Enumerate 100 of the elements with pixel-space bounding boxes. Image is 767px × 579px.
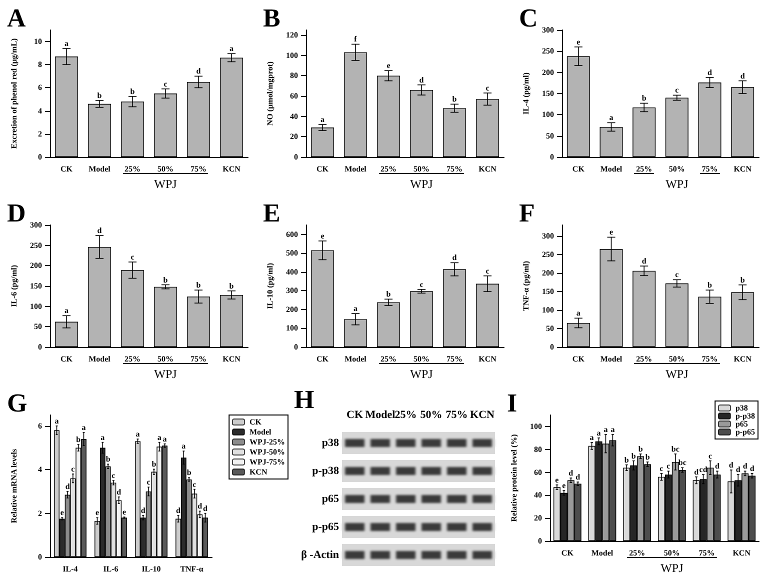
- data-label: a: [82, 422, 86, 432]
- data-label: a: [590, 432, 594, 442]
- data-label: c: [71, 464, 76, 474]
- x-tick-label: IL-4: [62, 564, 78, 574]
- legend-label: p-p65: [735, 428, 755, 436]
- data-label: b: [106, 454, 111, 464]
- legend-label: KCN: [249, 468, 268, 476]
- data-label: a: [320, 114, 324, 124]
- category-label: 50%: [420, 409, 442, 421]
- x-tick-label: Model: [344, 354, 368, 364]
- data-label: c: [146, 478, 151, 487]
- y-tick-label: 6: [38, 421, 42, 430]
- data-label: b: [163, 275, 168, 284]
- data-label: d: [196, 66, 202, 76]
- data-label: c: [675, 270, 680, 280]
- chart-title: B: [263, 4, 280, 32]
- legend-label: p38: [735, 404, 748, 412]
- x-tick-label: CK: [60, 164, 74, 174]
- y-tick-label: 0: [538, 536, 542, 546]
- legend-label: p65: [735, 420, 748, 428]
- data-label: a: [610, 424, 615, 434]
- data-label: a: [354, 304, 358, 314]
- data-label: d: [694, 467, 700, 476]
- y-tick-label: 0: [294, 152, 298, 162]
- data-label: a: [64, 306, 68, 316]
- data-label: c: [420, 280, 424, 289]
- data-label: d: [736, 465, 741, 474]
- data-label: d: [176, 506, 182, 515]
- data-label: d: [708, 68, 713, 77]
- y-tick-label: 0: [294, 342, 298, 352]
- data-label: c: [486, 83, 490, 92]
- chart-title: I: [507, 388, 518, 418]
- data-label: d: [452, 253, 458, 262]
- y-tick-label: 120: [286, 30, 298, 40]
- data-label: c: [708, 451, 712, 460]
- x-tick-label: 50%: [158, 164, 174, 174]
- data-label: a: [609, 113, 614, 122]
- data-label: e: [122, 508, 126, 517]
- y-tick-label: 250: [30, 240, 42, 250]
- data-label: d: [203, 504, 208, 513]
- data-label: e: [576, 37, 581, 46]
- chart-title: E: [263, 198, 280, 228]
- y-axis-title: IL-6 (pg/ml): [10, 264, 18, 307]
- x-tick-label: IL-10: [142, 564, 161, 574]
- y-tick-label: 40: [534, 490, 542, 500]
- x-tick-label: CK: [572, 164, 586, 174]
- y-tick-label: 8: [38, 60, 42, 70]
- y-tick-label: 0: [550, 342, 554, 352]
- y-tick-label: 50: [546, 324, 554, 334]
- data-label: a: [182, 442, 186, 451]
- data-label: b: [130, 86, 136, 96]
- x-tick-label: KCN: [734, 164, 752, 174]
- x-tick-label: 75%: [190, 354, 206, 364]
- data-label: c: [675, 86, 680, 95]
- data-label: b: [196, 280, 202, 290]
- x-tick-label: 25%: [636, 164, 652, 174]
- y-tick-label: 10: [34, 37, 42, 46]
- y-tick-label: 80: [290, 71, 298, 80]
- data-label: a: [230, 44, 234, 54]
- y-tick-label: 250: [542, 250, 554, 260]
- category-label: 25%: [394, 409, 417, 421]
- x-tick-label: 50%: [414, 164, 430, 174]
- data-label: e: [95, 508, 100, 518]
- category-label: CK: [346, 409, 363, 421]
- y-tick-label: 600: [286, 230, 298, 239]
- y-tick-label: 20: [534, 514, 542, 523]
- data-label: c: [486, 266, 490, 276]
- x-tick-label: Model: [600, 354, 623, 364]
- y-tick-label: 100: [286, 324, 298, 333]
- x-tick-label: 25%: [124, 164, 140, 174]
- chart-title: C: [519, 4, 538, 32]
- x-tick-label: CK: [60, 354, 74, 364]
- y-tick-label: 100: [542, 110, 554, 120]
- y-tick-label: 100: [530, 422, 542, 431]
- y-axis-title: Relative protein level (%): [510, 434, 518, 522]
- data-label: e: [386, 61, 391, 70]
- x-tick-label: CK: [316, 164, 330, 174]
- x-tick-label: 25%: [636, 354, 652, 364]
- data-label: a: [136, 430, 140, 439]
- x-tick-label: KCN: [222, 354, 241, 364]
- data-label: d: [576, 472, 581, 482]
- x-tick-label: Model: [88, 164, 112, 174]
- x-tick-label: KCN: [222, 164, 241, 174]
- x-axis-title: WPJ: [660, 561, 684, 576]
- x-tick-label: 75%: [446, 164, 462, 174]
- data-label: bc: [671, 444, 680, 454]
- y-tick-label: 200: [542, 268, 554, 278]
- y-tick-label: 300: [542, 232, 554, 241]
- x-tick-label: 25%: [124, 354, 140, 364]
- chart-title: F: [519, 198, 535, 228]
- data-label: a: [596, 428, 601, 438]
- legend-label: p-p38: [735, 412, 755, 420]
- data-label: a: [162, 434, 167, 444]
- data-label: a: [604, 424, 608, 434]
- data-label: c: [192, 480, 197, 489]
- y-tick-label: 500: [286, 248, 298, 258]
- data-label: e: [562, 481, 566, 490]
- x-tick-label: CK: [572, 354, 586, 364]
- data-label: a: [54, 416, 59, 426]
- y-tick-label: 200: [30, 261, 42, 270]
